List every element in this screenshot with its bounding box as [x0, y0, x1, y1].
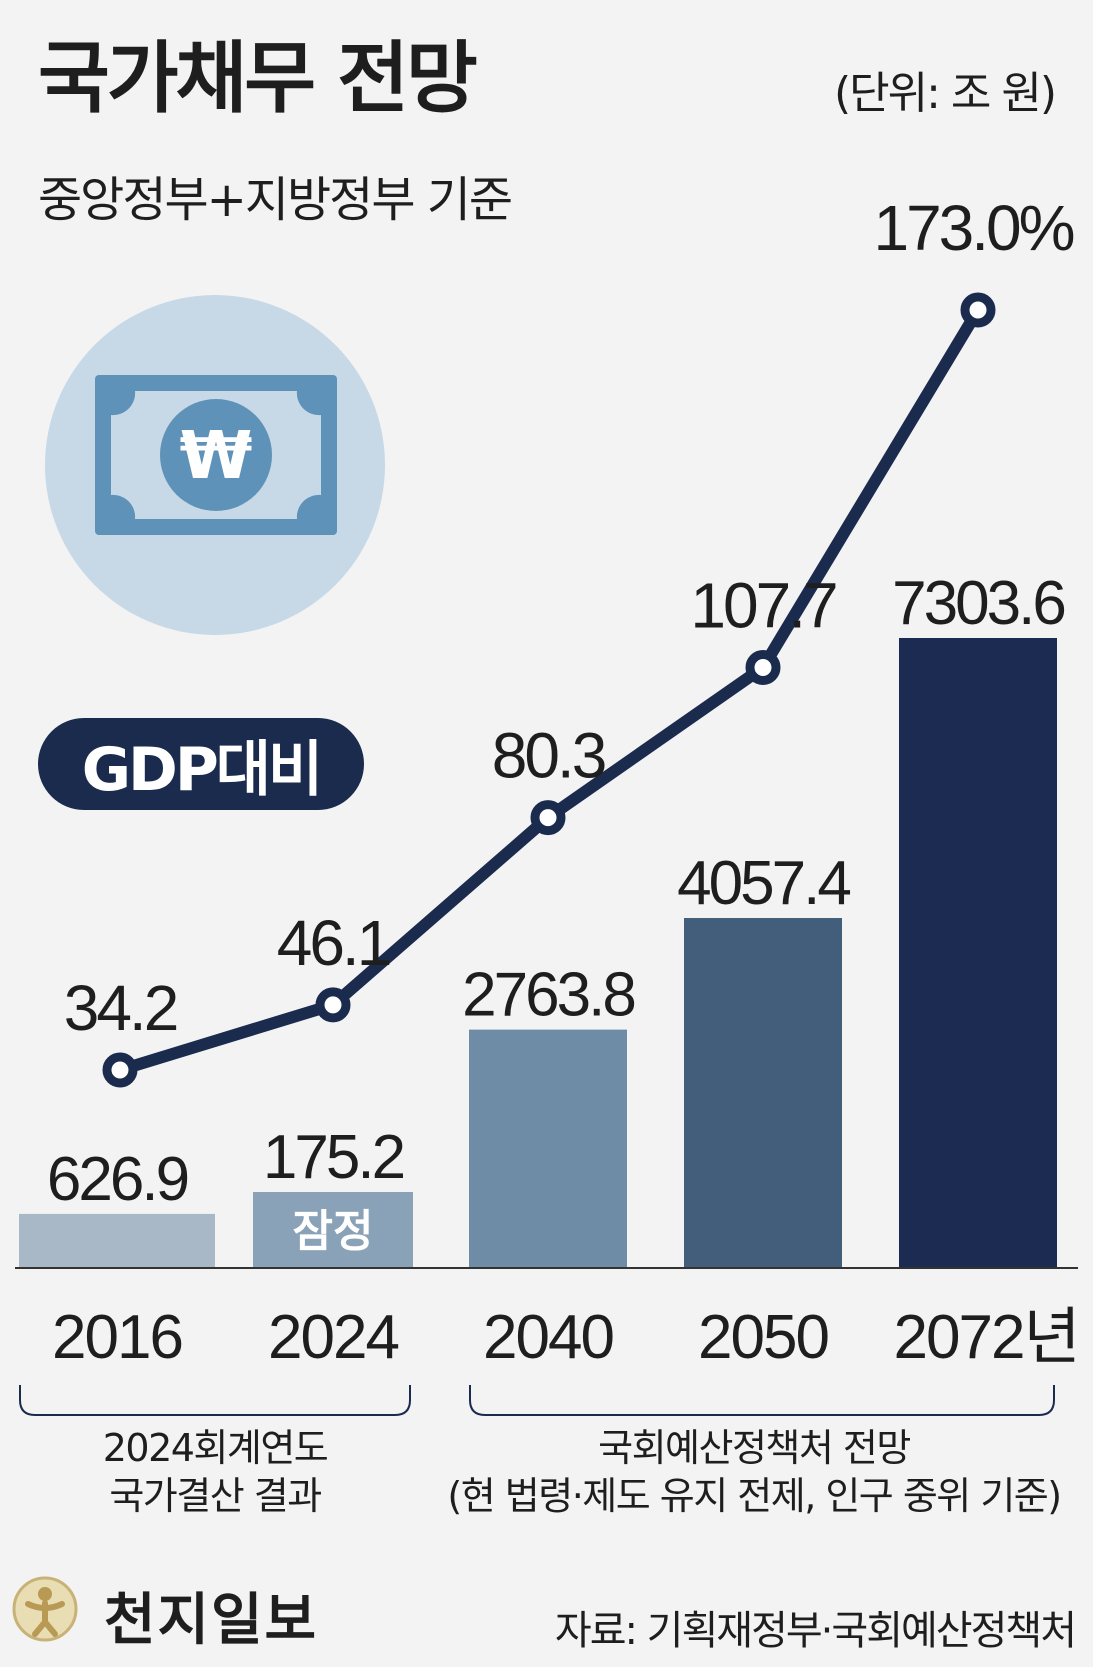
bar-value-label: 7303.6 [892, 569, 1064, 638]
bar-series: 626.9 2016 175.2 2024 2763.8 2040 4057.4 2050 73… [19, 569, 1080, 1372]
brace-left-line-1: 2024회계연도 [102, 1426, 329, 1470]
brace-left [19, 1385, 411, 1416]
svg-text:₩: ₩ [180, 417, 253, 494]
source-note: 자료: 기획재정부·국회예산정책처 [554, 1608, 1077, 1654]
bar-2040 [469, 1029, 627, 1268]
bar-value-label: 4057.4 [677, 849, 850, 918]
brace-right-label: 국회예산정책처 전망 (현 법령·제도 유지 전제, 인구 중위 기준) [420, 1424, 1088, 1520]
bar-value-label: 626.9 [47, 1145, 188, 1214]
line-value-label: 34.2 [64, 972, 177, 1044]
line-point [315, 987, 351, 1023]
line-value-label: 107.7 [690, 570, 836, 642]
brace-right-line-1: 국회예산정책처 전망 [598, 1426, 911, 1470]
person-circle-logo [12, 1576, 78, 1642]
line-series: 34.2 46.1 80.3 107.7 173.0% [64, 192, 1077, 1088]
line-point [960, 292, 996, 328]
x-tick-label: 2024 [268, 1303, 398, 1372]
chart-title: 국가채무 전망 [38, 34, 478, 124]
line-point [530, 800, 566, 836]
brand: 천지일보 [22, 1575, 318, 1656]
bar-value-label: 175.2 [263, 1123, 404, 1192]
brace-left-line-2: 국가결산 결과 [109, 1474, 322, 1518]
won-banknote-icon: ₩ [45, 295, 385, 635]
bar-2072년 [899, 638, 1057, 1268]
brand-name: 천지일보 [104, 1588, 319, 1653]
bar-2016 [19, 1213, 215, 1268]
bar-2050 [684, 918, 842, 1268]
brace-left-label: 2024회계연도 국가결산 결과 [20, 1424, 410, 1520]
line-value-label: 80.3 [492, 720, 605, 792]
x-tick-label: 2040 [483, 1303, 613, 1372]
x-tick-label: 2016 [52, 1303, 182, 1372]
brace-right [469, 1385, 1055, 1416]
brace-right-line-2: (현 법령·제도 유지 전제, 인구 중위 기준) [447, 1474, 1062, 1518]
line-point [745, 650, 781, 686]
unit-label: (단위: 조 원) [833, 68, 1057, 119]
bar-value-label: 2763.8 [462, 961, 634, 1030]
gdp-ratio-badge: GDP대비 [38, 718, 364, 810]
chart-subtitle: 중앙정부+지방정부 기준 [38, 172, 513, 228]
x-tick-label: 2072년 [894, 1303, 1079, 1372]
line-value-label: 173.0% [873, 192, 1073, 264]
line-point [102, 1052, 138, 1088]
x-tick-label: 2050 [698, 1303, 828, 1372]
provisional-tag: 잠정 [293, 1207, 374, 1256]
line-value-label: 46.1 [277, 907, 390, 979]
bar-2024 [253, 1192, 413, 1268]
